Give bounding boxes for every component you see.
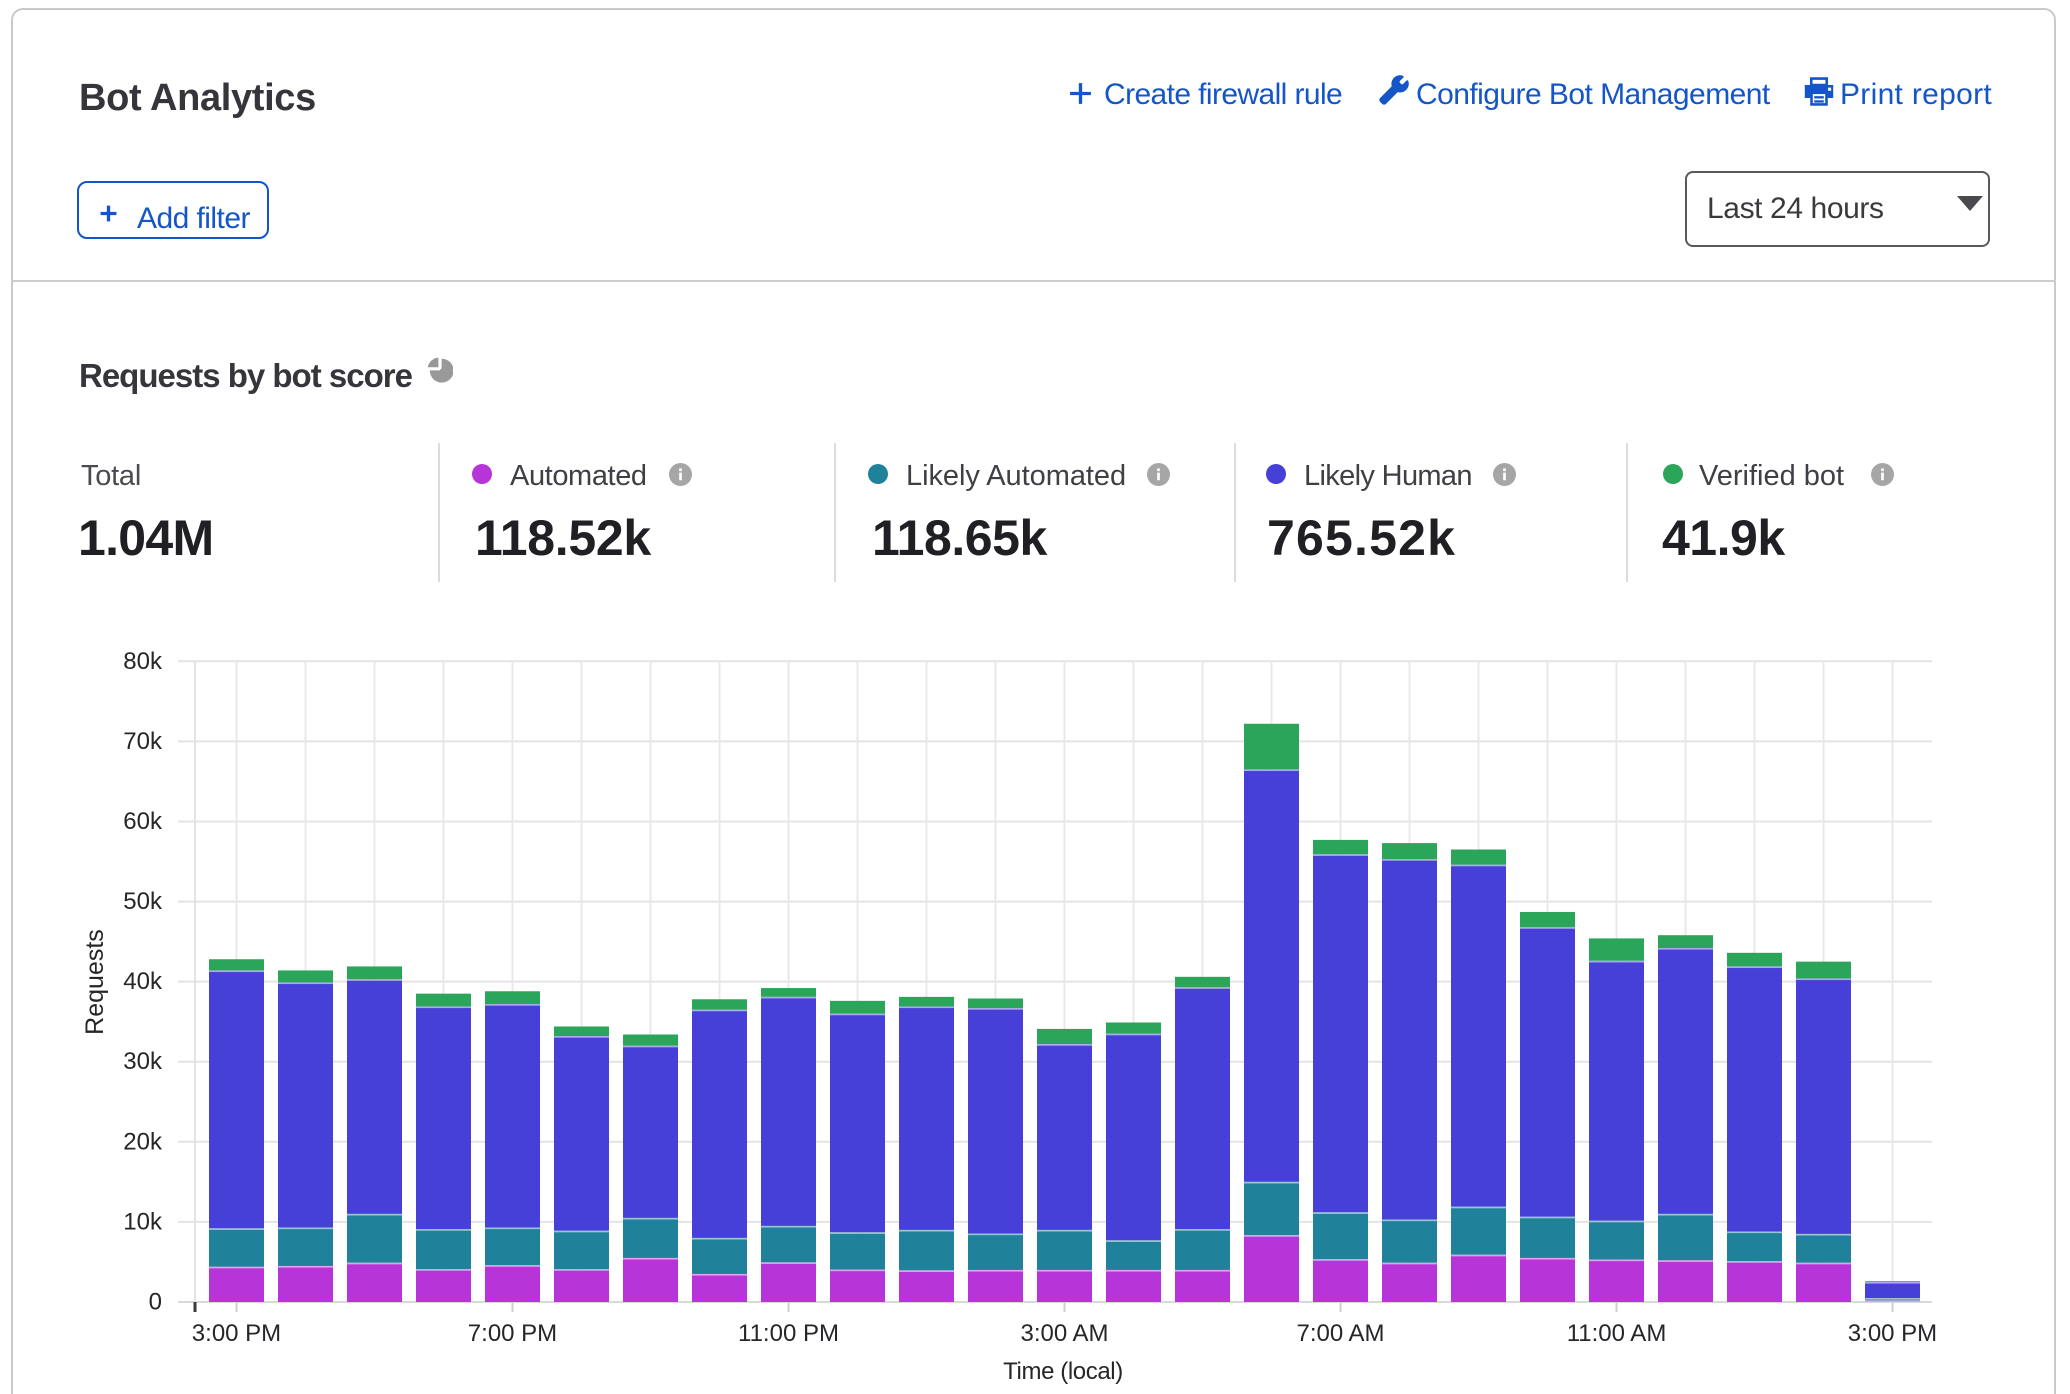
- svg-text:20k: 20k: [123, 1128, 163, 1155]
- svg-text:11:00 PM: 11:00 PM: [738, 1320, 839, 1347]
- svg-text:40k: 40k: [123, 968, 163, 995]
- svg-text:3:00 PM: 3:00 PM: [1848, 1320, 1937, 1347]
- svg-text:11:00 AM: 11:00 AM: [1567, 1320, 1667, 1347]
- svg-text:Time (local): Time (local): [1003, 1358, 1123, 1385]
- svg-text:60k: 60k: [123, 808, 163, 835]
- svg-text:50k: 50k: [123, 888, 163, 915]
- svg-text:80k: 80k: [123, 648, 163, 675]
- svg-text:3:00 PM: 3:00 PM: [192, 1320, 281, 1347]
- svg-text:7:00 AM: 7:00 AM: [1296, 1320, 1384, 1347]
- svg-text:7:00 PM: 7:00 PM: [468, 1320, 557, 1347]
- svg-text:10k: 10k: [123, 1208, 163, 1235]
- svg-text:3:00 AM: 3:00 AM: [1020, 1320, 1108, 1347]
- svg-text:30k: 30k: [123, 1048, 163, 1075]
- svg-text:0: 0: [149, 1289, 162, 1316]
- svg-text:Requests: Requests: [81, 929, 109, 1035]
- svg-text:70k: 70k: [123, 728, 163, 755]
